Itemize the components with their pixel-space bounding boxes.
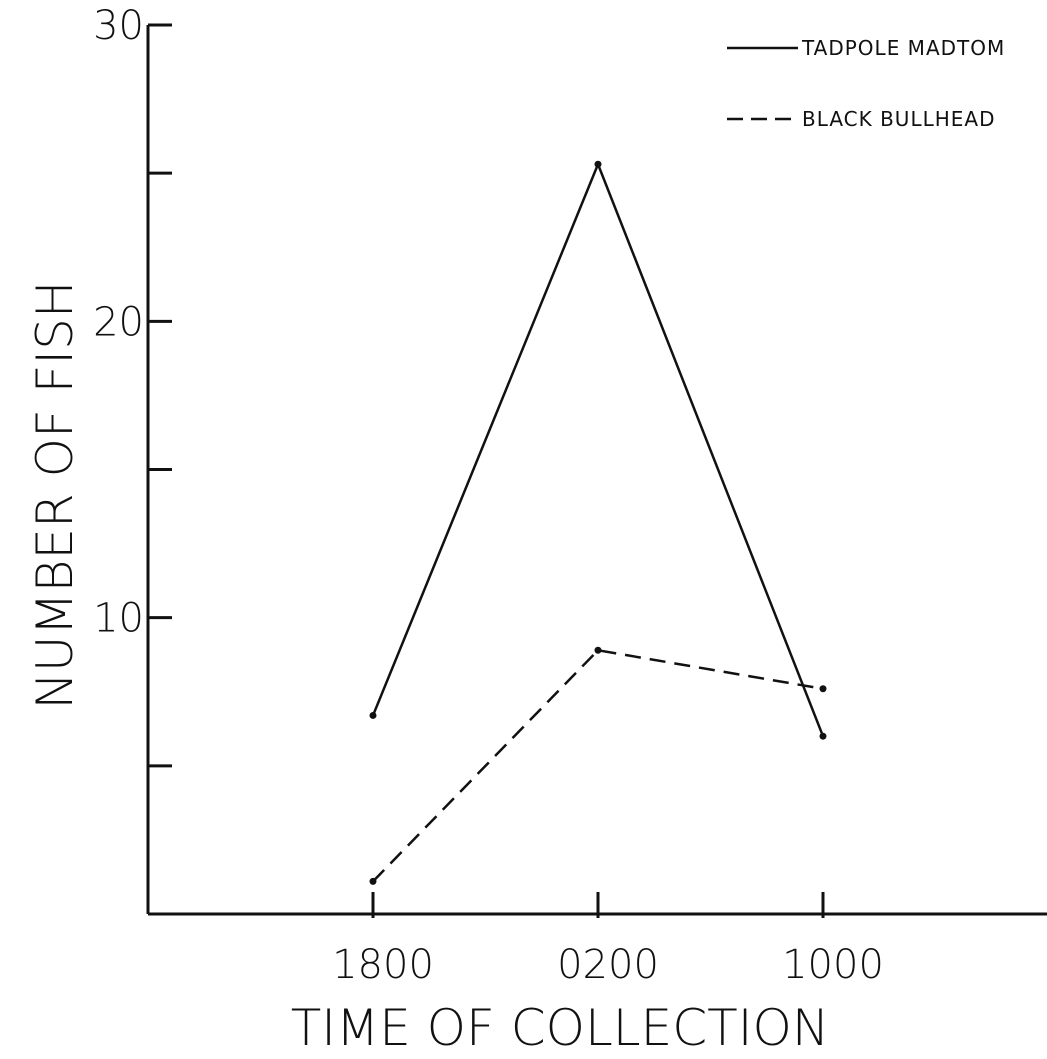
point-black-bullhead-1000: [819, 685, 827, 693]
x-axis-title: TIME OF COLLECTION: [291, 999, 829, 1057]
series-layer: [369, 160, 827, 885]
series-line-black-bullhead: [372, 648, 824, 883]
y-tick-labels: 10 20 30: [93, 3, 144, 642]
y-ticks: [148, 23, 172, 768]
point-black-bullhead-0200: [594, 646, 602, 654]
y-tick-label-20: 20: [93, 299, 144, 345]
x-tick-label-0200: 0200: [557, 942, 659, 988]
y-tick-label-30: 30: [93, 3, 144, 49]
y-tick-label-10: 10: [93, 596, 144, 642]
x-tick-label-1000: 1000: [782, 942, 884, 988]
y-axis-title: NUMBER OF FISH: [26, 281, 84, 710]
x-tick-label-1800: 1800: [332, 942, 434, 988]
axes: [146, 25, 1047, 916]
legend-label-tadpole-madtom: TADPOLE MADTOM: [801, 36, 1005, 60]
point-tadpole-madtom-1800: [369, 711, 377, 719]
legend: TADPOLE MADTOM BLACK BULLHEAD: [727, 36, 1005, 131]
x-ticks: [371, 892, 825, 918]
point-tadpole-madtom-0200: [594, 160, 602, 168]
point-tadpole-madtom-1000: [819, 732, 827, 740]
series-black-bullhead: [369, 646, 827, 885]
legend-label-black-bullhead: BLACK BULLHEAD: [802, 107, 996, 131]
series-tadpole-madtom: [369, 160, 827, 740]
point-black-bullhead-1800: [369, 877, 377, 885]
x-tick-labels: 1800 0200 1000: [332, 942, 884, 988]
